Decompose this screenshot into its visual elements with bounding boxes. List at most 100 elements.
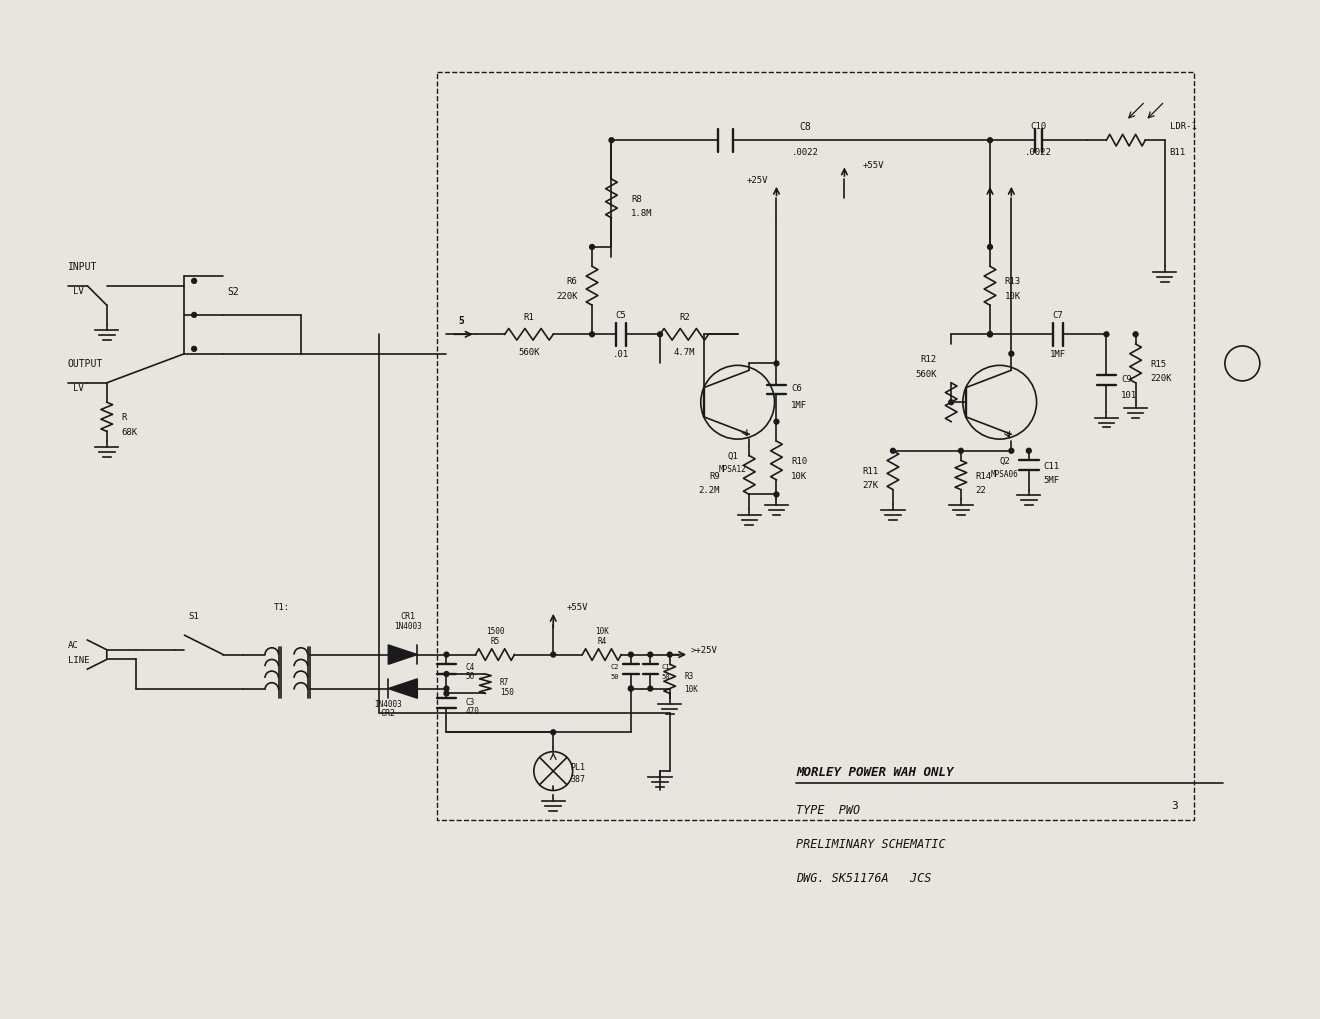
- Circle shape: [191, 313, 197, 318]
- Text: LV: LV: [73, 286, 83, 296]
- Text: R6: R6: [566, 277, 578, 286]
- Circle shape: [668, 652, 672, 657]
- Text: 5MF: 5MF: [1043, 476, 1060, 485]
- Circle shape: [774, 492, 779, 497]
- Text: >+25V: >+25V: [690, 646, 717, 654]
- Circle shape: [891, 449, 895, 453]
- Text: 10K: 10K: [791, 471, 807, 480]
- Text: 1MF: 1MF: [791, 400, 807, 410]
- Text: 22: 22: [975, 486, 986, 494]
- Text: 50: 50: [661, 674, 671, 680]
- Text: R2: R2: [678, 313, 689, 322]
- Polygon shape: [388, 680, 417, 699]
- Text: R: R: [121, 413, 127, 422]
- Circle shape: [987, 246, 993, 250]
- Text: C10: C10: [1031, 122, 1047, 131]
- Text: 10K: 10K: [595, 627, 609, 635]
- Text: R8: R8: [631, 195, 642, 204]
- Text: 1500: 1500: [486, 627, 504, 635]
- Circle shape: [774, 420, 779, 425]
- Text: R5: R5: [490, 636, 500, 645]
- Text: 387: 387: [570, 774, 585, 784]
- Text: R3: R3: [684, 672, 693, 681]
- Circle shape: [444, 672, 449, 677]
- Text: AC: AC: [67, 641, 79, 650]
- Circle shape: [1008, 352, 1014, 357]
- Circle shape: [1008, 449, 1014, 453]
- Text: C6: C6: [791, 384, 801, 392]
- Text: 50: 50: [466, 672, 475, 681]
- Text: PRELIMINARY SCHEMATIC: PRELIMINARY SCHEMATIC: [796, 838, 945, 851]
- Text: LDR-1: LDR-1: [1170, 122, 1196, 131]
- Text: CR2: CR2: [380, 708, 396, 717]
- Text: S2: S2: [227, 286, 239, 297]
- Text: R14: R14: [975, 471, 991, 480]
- Text: PL1: PL1: [570, 762, 585, 771]
- Text: 27K: 27K: [862, 481, 878, 490]
- Circle shape: [1133, 332, 1138, 337]
- Circle shape: [444, 652, 449, 657]
- Circle shape: [1104, 332, 1109, 337]
- Text: DWG. SK51176A   JCS: DWG. SK51176A JCS: [796, 871, 931, 884]
- Text: C7: C7: [1052, 311, 1064, 320]
- Circle shape: [958, 449, 964, 453]
- Text: R9: R9: [709, 471, 721, 480]
- Text: R13: R13: [1005, 277, 1020, 286]
- Text: C9: C9: [1121, 375, 1131, 384]
- Circle shape: [550, 730, 556, 735]
- Circle shape: [628, 687, 634, 691]
- Text: 470: 470: [466, 707, 479, 715]
- Text: C1: C1: [661, 663, 671, 669]
- Text: +25V: +25V: [746, 175, 768, 184]
- Text: 10K: 10K: [1005, 291, 1020, 301]
- Text: 50: 50: [611, 674, 619, 680]
- Text: 68K: 68K: [121, 427, 137, 436]
- Circle shape: [191, 347, 197, 352]
- Text: 10K: 10K: [684, 685, 698, 693]
- Text: 150: 150: [500, 687, 513, 696]
- Text: R10: R10: [791, 457, 807, 466]
- Text: .0022: .0022: [792, 148, 818, 157]
- Text: C2: C2: [611, 663, 619, 669]
- Text: MPSA12: MPSA12: [719, 465, 747, 473]
- Text: 101: 101: [1121, 390, 1137, 399]
- Text: LV: LV: [73, 384, 83, 392]
- Text: Q2: Q2: [999, 457, 1010, 466]
- Text: 5: 5: [458, 316, 463, 325]
- Text: R15: R15: [1150, 360, 1167, 369]
- Text: MPSA06: MPSA06: [991, 469, 1019, 478]
- Text: B11: B11: [1170, 148, 1185, 157]
- Text: IN4003: IN4003: [375, 699, 403, 708]
- Text: C11: C11: [1043, 462, 1060, 471]
- Circle shape: [657, 332, 663, 337]
- Circle shape: [590, 246, 594, 250]
- Circle shape: [444, 691, 449, 696]
- Text: 560K: 560K: [915, 369, 937, 378]
- Circle shape: [628, 652, 634, 657]
- Text: T1:: T1:: [273, 602, 289, 611]
- Circle shape: [191, 279, 197, 284]
- Circle shape: [949, 400, 953, 406]
- Circle shape: [550, 652, 556, 657]
- Circle shape: [628, 687, 634, 691]
- Text: OUTPUT: OUTPUT: [67, 359, 103, 369]
- Text: 3: 3: [1171, 800, 1177, 810]
- Text: .0022: .0022: [1026, 148, 1052, 157]
- Text: .01: .01: [612, 350, 630, 359]
- Text: R11: R11: [862, 467, 878, 475]
- Text: R12: R12: [920, 355, 937, 364]
- Text: C4: C4: [466, 662, 475, 672]
- Circle shape: [648, 652, 652, 657]
- Text: CR1: CR1: [400, 611, 416, 621]
- Polygon shape: [388, 645, 417, 664]
- Text: INPUT: INPUT: [67, 262, 98, 272]
- Circle shape: [609, 139, 614, 144]
- Text: 1N4003: 1N4003: [393, 622, 421, 631]
- Circle shape: [987, 332, 993, 337]
- Text: R1: R1: [524, 313, 535, 322]
- Text: LINE: LINE: [67, 655, 90, 664]
- Circle shape: [444, 687, 449, 691]
- Text: S1: S1: [189, 611, 199, 621]
- Text: +55V: +55V: [863, 161, 884, 170]
- Circle shape: [987, 139, 993, 144]
